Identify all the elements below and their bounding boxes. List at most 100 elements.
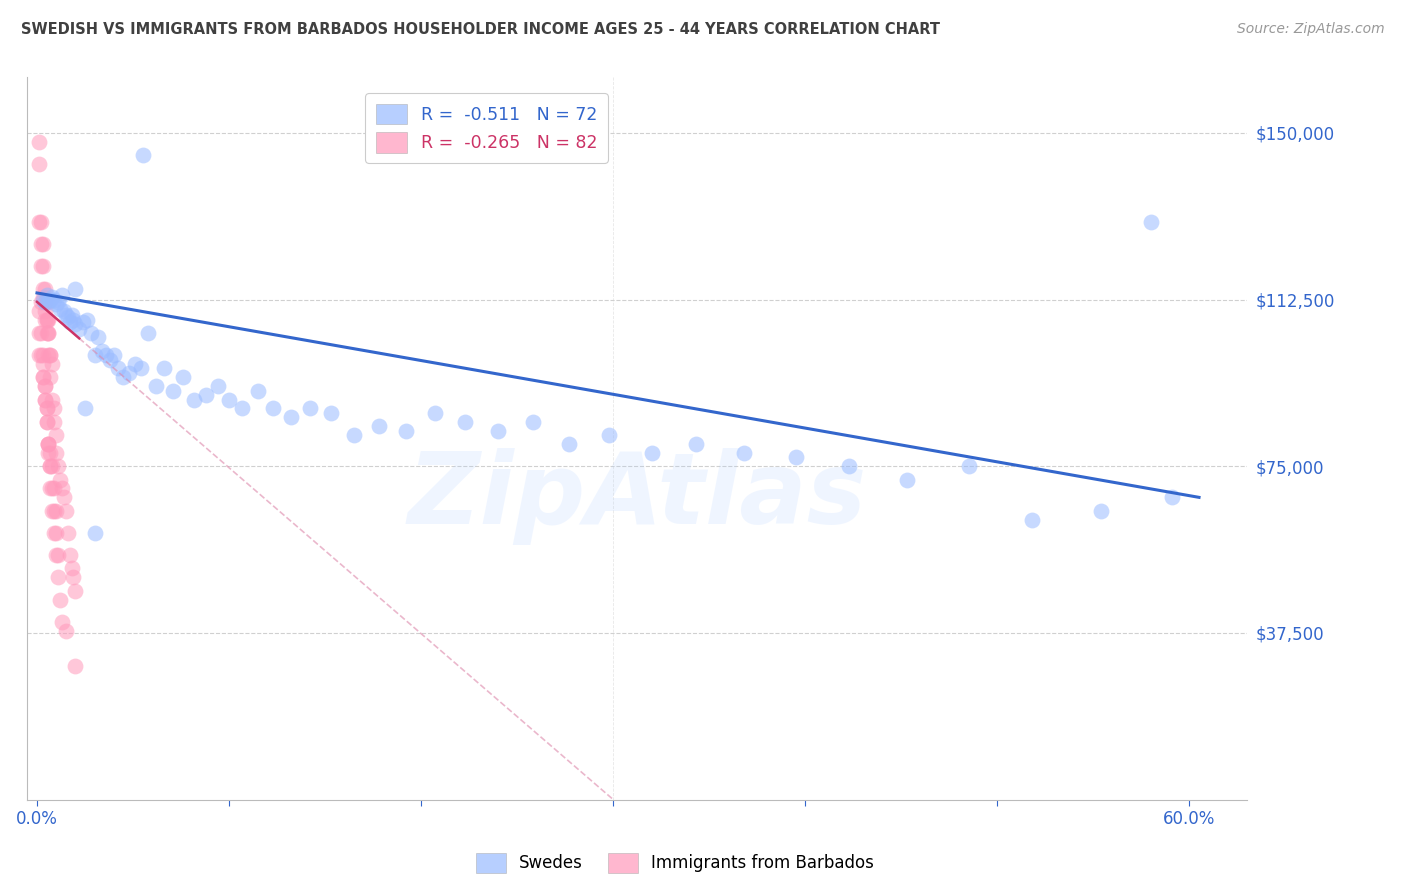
Point [35,288,58,302]
Point [30,294,52,309]
Point [838,459,860,474]
Point [91,343,114,358]
Point [45,428,67,442]
Point [41,357,63,371]
Point [31,348,53,362]
Point [49,301,72,316]
Point [83,348,105,362]
Point [896,473,918,487]
Point [34,281,56,295]
Point [34,294,56,309]
Point [45,504,67,518]
Point [28,157,51,171]
Point [55,308,77,322]
Point [35,312,58,326]
Point [558,437,581,451]
Point [31,370,53,384]
Point [65,659,87,673]
Point [35,415,58,429]
Point [37,348,59,362]
Point [44,504,66,518]
Point [52,303,75,318]
Point [46,459,69,474]
Point [280,410,302,425]
Point [80,326,103,340]
Point [37,437,59,451]
Point [62,570,84,584]
Point [131,148,153,162]
Point [31,237,53,252]
Point [73,401,96,416]
Point [56,525,79,540]
Point [98,352,121,367]
Point [145,379,167,393]
Point [51,482,73,496]
Point [49,473,72,487]
Point [34,312,56,326]
Point [124,357,146,371]
Point [103,348,125,362]
Point [685,437,707,451]
Point [785,450,807,465]
Point [246,384,269,398]
Point [733,446,755,460]
Point [83,525,105,540]
Point [218,392,240,407]
Point [28,348,51,362]
Point [28,303,51,318]
Point [34,303,56,318]
Point [118,366,141,380]
Point [44,293,66,307]
Point [45,548,67,562]
Point [1090,504,1112,518]
Point [44,525,66,540]
Point [35,326,58,340]
Point [28,135,51,149]
Point [30,348,52,362]
Point [35,415,58,429]
Point [59,548,82,562]
Point [28,326,51,340]
Legend: Swedes, Immigrants from Barbados: Swedes, Immigrants from Barbados [470,847,880,880]
Point [41,482,63,496]
Point [37,437,59,451]
Point [39,293,62,307]
Point [37,326,59,340]
Point [107,361,129,376]
Point [44,415,66,429]
Point [41,290,63,304]
Point [60,561,83,575]
Point [65,281,87,295]
Point [30,237,52,252]
Point [34,392,56,407]
Point [62,312,84,326]
Point [55,624,77,638]
Point [598,428,620,442]
Point [640,446,662,460]
Point [37,294,59,309]
Point [45,525,67,540]
Point [41,459,63,474]
Point [39,348,62,362]
Point [51,615,73,629]
Point [957,459,980,474]
Legend: R =  -0.511   N = 72, R =  -0.265   N = 82: R = -0.511 N = 72, R = -0.265 N = 82 [366,94,607,163]
Point [395,424,418,438]
Point [28,215,51,229]
Point [262,401,284,416]
Point [172,370,194,384]
Point [59,315,82,329]
Text: Source: ZipAtlas.com: Source: ZipAtlas.com [1237,22,1385,37]
Point [55,504,77,518]
Text: SWEDISH VS IMMIGRANTS FROM BARBADOS HOUSEHOLDER INCOME AGES 25 - 44 YEARS CORREL: SWEDISH VS IMMIGRANTS FROM BARBADOS HOUS… [21,22,941,37]
Point [31,290,53,304]
Point [39,370,62,384]
Point [37,446,59,460]
Point [44,401,66,416]
Point [37,326,59,340]
Point [30,260,52,274]
Point [94,348,117,362]
Point [39,459,62,474]
Point [60,308,83,322]
Point [45,297,67,311]
